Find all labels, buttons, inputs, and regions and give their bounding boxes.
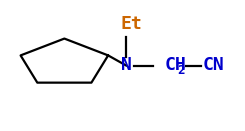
Text: CH: CH — [164, 56, 186, 75]
Text: 2: 2 — [177, 64, 184, 77]
Text: CN: CN — [202, 56, 224, 75]
Text: Et: Et — [120, 15, 142, 33]
Text: N: N — [121, 56, 132, 75]
